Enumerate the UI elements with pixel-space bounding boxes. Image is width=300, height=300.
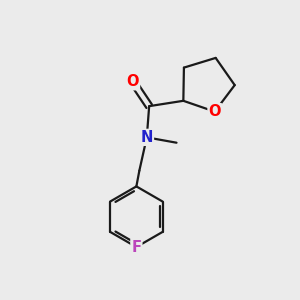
Text: F: F <box>131 239 141 254</box>
Text: N: N <box>141 130 153 145</box>
Text: O: O <box>208 104 221 119</box>
Text: O: O <box>127 74 139 89</box>
